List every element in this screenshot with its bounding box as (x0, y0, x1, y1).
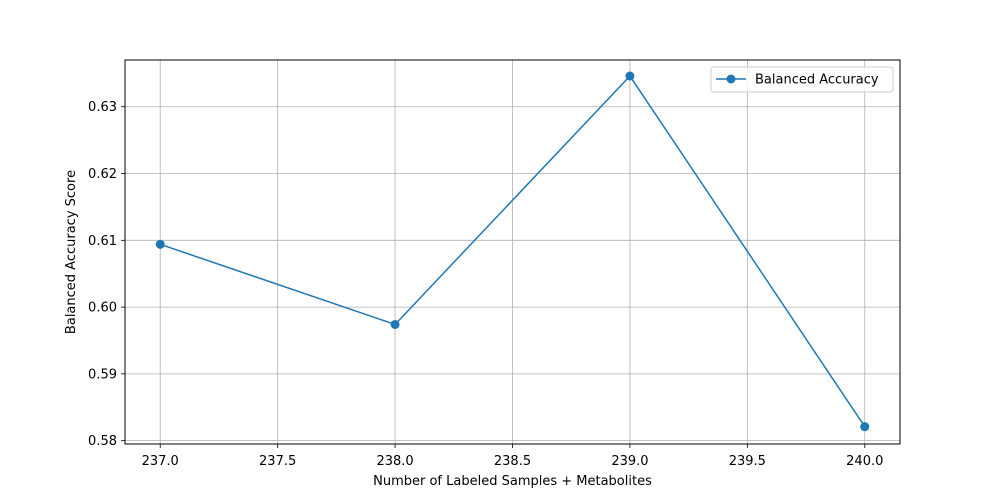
y-tick-label: 0.62 (88, 167, 117, 182)
x-tick-label: 240.0 (846, 454, 883, 469)
x-tick-label: 239.0 (611, 454, 648, 469)
data-point (390, 319, 400, 329)
data-point (625, 71, 635, 81)
legend-marker-swatch (726, 74, 736, 84)
x-axis-ticks: 237.0 237.5 238.0 238.5 239.0 239.5 240.0 (142, 444, 883, 469)
legend: Balanced Accuracy (710, 66, 894, 93)
legend-box (710, 66, 894, 93)
y-tick-label: 0.63 (88, 100, 117, 115)
series-layer (155, 71, 870, 432)
x-tick-label: 239.5 (729, 454, 766, 469)
legend-label: Balanced Accuracy (755, 73, 879, 88)
x-tick-label: 237.5 (259, 454, 296, 469)
grid (125, 60, 900, 444)
x-axis-label: Number of Labeled Samples + Metabolites (373, 474, 652, 489)
x-tick-label: 238.0 (376, 454, 413, 469)
y-axis-ticks: 0.58 0.59 0.60 0.61 0.62 0.63 (88, 100, 125, 449)
y-tick-label: 0.59 (88, 367, 117, 382)
x-tick-label: 238.5 (494, 454, 531, 469)
y-tick-label: 0.60 (88, 301, 117, 316)
y-tick-label: 0.61 (88, 234, 117, 249)
data-point (155, 239, 165, 249)
series-line (159, 75, 866, 428)
data-point (860, 422, 870, 432)
y-tick-label: 0.58 (88, 434, 117, 449)
y-axis-label: Balanced Accuracy Score (64, 170, 79, 334)
x-tick-label: 237.0 (142, 454, 179, 469)
